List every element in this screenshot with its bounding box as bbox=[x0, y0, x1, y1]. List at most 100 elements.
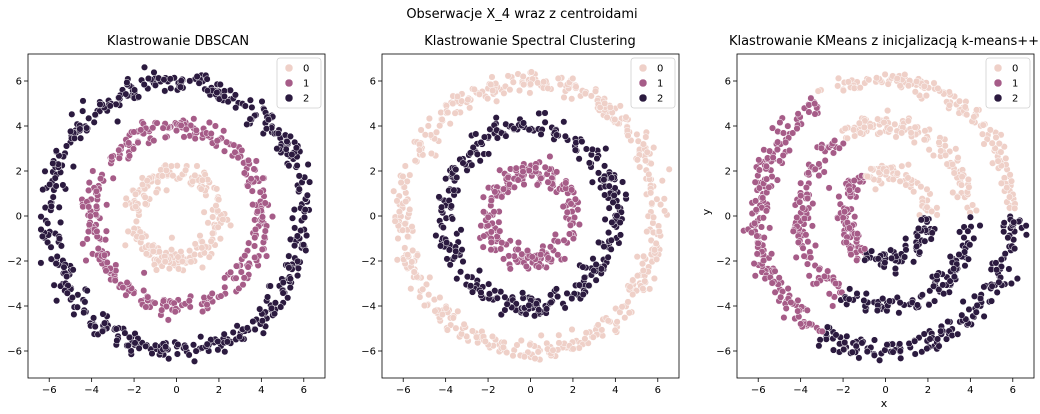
scatter-point-cluster-2 bbox=[463, 273, 472, 281]
points-layer bbox=[390, 68, 673, 364]
scatter-point-cluster-1 bbox=[569, 234, 577, 243]
scatter-point-cluster-2 bbox=[477, 138, 485, 147]
scatter-point-cluster-2 bbox=[980, 312, 988, 320]
scatter-point-cluster-2 bbox=[91, 323, 99, 331]
scatter-point-cluster-2 bbox=[79, 97, 87, 105]
scatter-point-cluster-2 bbox=[115, 94, 123, 102]
panel-title: Klastrowanie KMeans z inicjalizacją k-me… bbox=[729, 34, 1039, 49]
scatter-point-cluster-0 bbox=[867, 165, 875, 173]
legend-label: 0 bbox=[1012, 64, 1018, 75]
scatter-point-cluster-1 bbox=[779, 151, 787, 159]
x-tick-label: 6 bbox=[1010, 385, 1016, 396]
scatter-point-cluster-2 bbox=[47, 255, 55, 263]
scatter-point-cluster-0 bbox=[215, 196, 223, 204]
scatter-point-cluster-2 bbox=[485, 150, 493, 158]
scatter-point-cluster-1 bbox=[480, 232, 488, 240]
scatter-point-cluster-1 bbox=[523, 247, 532, 255]
scatter-point-cluster-0 bbox=[560, 93, 568, 101]
y-tick-label: 6 bbox=[725, 77, 731, 88]
scatter-point-cluster-0 bbox=[415, 146, 423, 154]
scatter-point-cluster-0 bbox=[599, 332, 607, 340]
scatter-point-cluster-0 bbox=[596, 103, 604, 111]
scatter-point-cluster-0 bbox=[149, 247, 157, 255]
figure-suptitle: Obserwacje X_4 wraz z centroidami bbox=[406, 7, 637, 22]
scatter-point-cluster-2 bbox=[223, 338, 231, 346]
scatter-point-cluster-2 bbox=[301, 206, 309, 214]
scatter-point-cluster-0 bbox=[411, 157, 419, 165]
scatter-point-cluster-0 bbox=[182, 166, 190, 174]
scatter-point-cluster-0 bbox=[161, 258, 169, 266]
scatter-point-cluster-1 bbox=[750, 219, 759, 227]
scatter-point-cluster-0 bbox=[994, 157, 1002, 165]
y-tick-label: −6 bbox=[361, 347, 376, 358]
scatter-point-cluster-0 bbox=[187, 258, 195, 266]
scatter-point-cluster-2 bbox=[879, 295, 887, 303]
scatter-point-cluster-0 bbox=[655, 227, 663, 236]
scatter-point-cluster-2 bbox=[823, 323, 832, 331]
scatter-point-cluster-0 bbox=[424, 122, 432, 130]
scatter-point-cluster-2 bbox=[177, 77, 185, 85]
scatter-point-cluster-0 bbox=[198, 176, 206, 184]
scatter-point-cluster-0 bbox=[572, 83, 580, 91]
scatter-point-cluster-2 bbox=[279, 289, 287, 297]
y-tick-label: 2 bbox=[725, 167, 731, 178]
scatter-point-cluster-2 bbox=[63, 272, 71, 281]
scatter-point-cluster-2 bbox=[63, 289, 71, 297]
scatter-point-cluster-1 bbox=[150, 137, 158, 145]
x-tick-label: −6 bbox=[751, 385, 766, 396]
scatter-point-cluster-2 bbox=[259, 329, 267, 337]
scatter-point-cluster-2 bbox=[888, 254, 896, 262]
scatter-point-cluster-2 bbox=[848, 348, 856, 356]
scatter-point-cluster-2 bbox=[290, 206, 298, 214]
scatter-point-cluster-2 bbox=[273, 145, 281, 153]
scatter-point-cluster-2 bbox=[286, 132, 294, 140]
x-tick-label: 2 bbox=[925, 385, 931, 396]
scatter-point-cluster-1 bbox=[760, 234, 768, 242]
panel-title: Klastrowanie Spectral Clustering bbox=[424, 34, 636, 49]
scatter-point-cluster-2 bbox=[874, 255, 882, 263]
scatter-point-cluster-1 bbox=[567, 200, 575, 208]
scatter-point-cluster-1 bbox=[753, 232, 761, 240]
scatter-point-cluster-0 bbox=[997, 179, 1005, 187]
scatter-point-cluster-2 bbox=[927, 235, 935, 243]
scatter-point-cluster-2 bbox=[966, 241, 974, 249]
scatter-point-cluster-2 bbox=[258, 97, 266, 106]
scatter-point-cluster-2 bbox=[173, 350, 181, 358]
scatter-point-cluster-0 bbox=[645, 170, 653, 178]
scatter-point-cluster-2 bbox=[55, 203, 63, 211]
scatter-point-cluster-0 bbox=[970, 113, 978, 121]
scatter-point-cluster-1 bbox=[813, 279, 821, 288]
legend-marker-1 bbox=[993, 78, 1003, 88]
scatter-point-cluster-0 bbox=[408, 258, 416, 266]
scatter-point-cluster-0 bbox=[163, 186, 171, 194]
scatter-point-cluster-2 bbox=[876, 356, 884, 364]
scatter-point-cluster-2 bbox=[284, 294, 292, 302]
scatter-point-cluster-0 bbox=[978, 130, 987, 138]
scatter-point-cluster-2 bbox=[229, 328, 237, 336]
scatter-point-cluster-1 bbox=[759, 214, 767, 222]
scatter-point-cluster-1 bbox=[571, 195, 579, 203]
scatter-point-cluster-2 bbox=[891, 265, 899, 273]
scatter-point-cluster-1 bbox=[575, 220, 583, 229]
scatter-point-cluster-2 bbox=[568, 294, 576, 303]
scatter-point-cluster-1 bbox=[757, 223, 766, 231]
scatter-point-cluster-2 bbox=[873, 306, 881, 315]
scatter-point-cluster-2 bbox=[607, 245, 615, 253]
scatter-point-cluster-2 bbox=[987, 297, 996, 305]
scatter-point-cluster-1 bbox=[776, 118, 784, 127]
scatter-point-cluster-0 bbox=[865, 76, 873, 84]
scatter-point-cluster-0 bbox=[406, 205, 414, 214]
scatter-point-cluster-1 bbox=[244, 182, 252, 190]
scatter-point-cluster-1 bbox=[750, 260, 758, 268]
scatter-point-cluster-2 bbox=[241, 102, 249, 110]
scatter-point-cluster-2 bbox=[575, 281, 583, 289]
scatter-point-cluster-2 bbox=[497, 288, 505, 296]
scatter-point-cluster-2 bbox=[519, 289, 527, 297]
scatter-point-cluster-2 bbox=[572, 139, 580, 147]
scatter-point-cluster-0 bbox=[626, 283, 634, 291]
scatter-point-cluster-2 bbox=[213, 88, 221, 97]
scatter-point-cluster-2 bbox=[47, 243, 55, 251]
scatter-point-cluster-1 bbox=[94, 245, 102, 253]
scatter-point-cluster-1 bbox=[769, 154, 777, 162]
scatter-point-cluster-0 bbox=[191, 240, 199, 248]
